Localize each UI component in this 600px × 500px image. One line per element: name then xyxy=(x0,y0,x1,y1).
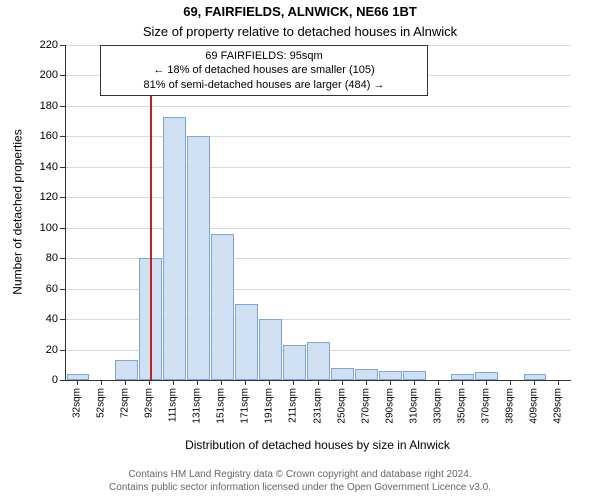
xtick-mark xyxy=(197,380,198,385)
annotation-line2: ← 18% of detached houses are smaller (10… xyxy=(109,63,419,77)
xtick-mark xyxy=(173,380,174,385)
xtick-mark xyxy=(486,380,487,385)
ytick-mark xyxy=(60,319,65,320)
xtick-label: 72sqm xyxy=(120,388,131,418)
histogram-bar xyxy=(115,360,138,380)
ytick-label: 20 xyxy=(30,344,58,356)
histogram-bar xyxy=(283,345,306,380)
gridline xyxy=(66,106,571,107)
ytick-label: 180 xyxy=(30,100,58,112)
xtick-label: 131sqm xyxy=(192,388,203,424)
xtick-label: 231sqm xyxy=(312,388,323,424)
ytick-label: 0 xyxy=(30,374,58,386)
xtick-mark xyxy=(462,380,463,385)
xtick-label: 270sqm xyxy=(360,388,371,424)
ytick-label: 160 xyxy=(30,130,58,142)
xtick-label: 389sqm xyxy=(504,388,515,424)
xtick-mark xyxy=(414,380,415,385)
xtick-label: 191sqm xyxy=(264,388,275,424)
ytick-label: 100 xyxy=(30,222,58,234)
ytick-label: 220 xyxy=(30,39,58,51)
histogram-bar xyxy=(67,374,90,380)
histogram-bar xyxy=(355,369,378,380)
xtick-mark xyxy=(318,380,319,385)
ytick-label: 80 xyxy=(30,252,58,264)
annotation-box: 69 FAIRFIELDS: 95sqm ← 18% of detached h… xyxy=(100,45,428,96)
xtick-mark xyxy=(390,380,391,385)
xtick-label: 310sqm xyxy=(408,388,419,424)
ytick-label: 60 xyxy=(30,283,58,295)
xtick-mark xyxy=(293,380,294,385)
annotation-line1: 69 FAIRFIELDS: 95sqm xyxy=(109,49,419,63)
xtick-label: 409sqm xyxy=(528,388,539,424)
xtick-mark xyxy=(245,380,246,385)
histogram-bar xyxy=(331,368,354,380)
ytick-mark xyxy=(60,228,65,229)
histogram-bar xyxy=(259,319,282,380)
histogram-bar xyxy=(307,342,330,380)
xtick-mark xyxy=(269,380,270,385)
xtick-mark xyxy=(510,380,511,385)
histogram-bar xyxy=(403,371,426,380)
xtick-mark xyxy=(125,380,126,385)
xtick-mark xyxy=(221,380,222,385)
ytick-mark xyxy=(60,258,65,259)
histogram-bar xyxy=(187,136,210,380)
footer-line2: Contains public sector information licen… xyxy=(0,481,600,494)
ytick-mark xyxy=(60,197,65,198)
xtick-mark xyxy=(558,380,559,385)
xtick-mark xyxy=(77,380,78,385)
ytick-mark xyxy=(60,350,65,351)
ytick-mark xyxy=(60,289,65,290)
xtick-label: 211sqm xyxy=(288,388,299,423)
xtick-label: 171sqm xyxy=(240,388,251,424)
xtick-label: 52sqm xyxy=(96,388,107,418)
xtick-label: 429sqm xyxy=(552,388,563,424)
ytick-label: 120 xyxy=(30,191,58,203)
ytick-mark xyxy=(60,75,65,76)
footer-line1: Contains HM Land Registry data © Crown c… xyxy=(0,468,600,481)
gridline xyxy=(66,167,571,168)
xtick-label: 250sqm xyxy=(336,388,347,424)
ytick-mark xyxy=(60,380,65,381)
xtick-label: 32sqm xyxy=(72,388,83,418)
ytick-mark xyxy=(60,167,65,168)
histogram-bar xyxy=(235,304,258,380)
xtick-mark xyxy=(101,380,102,385)
ytick-mark xyxy=(60,106,65,107)
histogram-bar xyxy=(379,371,402,380)
xtick-label: 151sqm xyxy=(216,388,227,424)
gridline xyxy=(66,136,571,137)
xtick-mark xyxy=(149,380,150,385)
chart-title-line1: 69, FAIRFIELDS, ALNWICK, NE66 1BT xyxy=(0,4,600,19)
histogram-bar xyxy=(451,374,474,380)
xtick-mark xyxy=(366,380,367,385)
ytick-label: 140 xyxy=(30,161,58,173)
footer-text: Contains HM Land Registry data © Crown c… xyxy=(0,468,600,494)
gridline xyxy=(66,228,571,229)
ytick-label: 200 xyxy=(30,69,58,81)
xtick-label: 370sqm xyxy=(480,388,491,424)
xtick-label: 92sqm xyxy=(144,388,155,418)
histogram-bar xyxy=(475,372,498,380)
histogram-bar xyxy=(524,374,547,380)
ytick-mark xyxy=(60,45,65,46)
histogram-bar xyxy=(211,234,234,380)
xtick-label: 111sqm xyxy=(168,388,179,422)
x-axis-title: Distribution of detached houses by size … xyxy=(65,438,570,452)
xtick-label: 290sqm xyxy=(384,388,395,424)
chart-title-line2: Size of property relative to detached ho… xyxy=(0,24,600,39)
xtick-label: 350sqm xyxy=(456,388,467,424)
y-axis-title: Number of detached properties xyxy=(10,44,24,379)
xtick-mark xyxy=(438,380,439,385)
chart-container: 69, FAIRFIELDS, ALNWICK, NE66 1BT Size o… xyxy=(0,0,600,500)
gridline xyxy=(66,197,571,198)
xtick-mark xyxy=(342,380,343,385)
ytick-mark xyxy=(60,136,65,137)
ytick-label: 40 xyxy=(30,313,58,325)
xtick-label: 330sqm xyxy=(432,388,443,424)
histogram-bar xyxy=(163,117,186,380)
annotation-line3: 81% of semi-detached houses are larger (… xyxy=(109,78,419,92)
xtick-mark xyxy=(534,380,535,385)
